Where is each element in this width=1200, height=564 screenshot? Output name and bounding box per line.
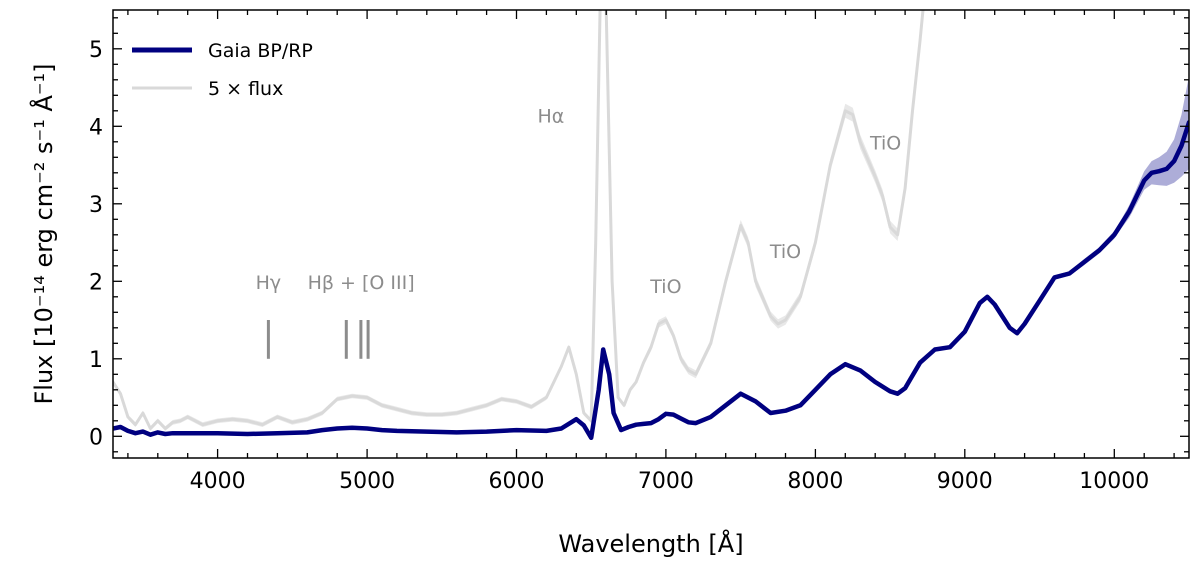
annotation-layer: Hγ Hβ + [O III] Hα TiO TiO TiO — [256, 105, 902, 298]
annotation-tio-4: TiO — [769, 241, 801, 263]
legend-label-5x: 5 × flux — [208, 78, 283, 100]
annotation-tio-3: TiO — [649, 276, 681, 298]
axis-ticks — [113, 10, 1189, 458]
y-tick-label-2: 2 — [89, 270, 103, 295]
y-tick-label-3: 3 — [89, 193, 103, 218]
legend: Gaia BP/RP 5 × flux — [132, 40, 313, 100]
y-tick-label-5: 5 — [89, 38, 103, 63]
x-tick-label-5000: 5000 — [339, 469, 395, 494]
annotation-h-0: Hγ — [256, 272, 282, 294]
y-tick-label-1: 1 — [89, 348, 103, 373]
annotation-tio-5: TiO — [869, 133, 901, 155]
x-tick-label-8000: 8000 — [787, 469, 843, 494]
x-tick-label-10000: 10000 — [1079, 469, 1149, 494]
y-axis-label: Flux [10⁻¹⁴ erg cm⁻² s⁻¹ Å⁻¹] — [29, 63, 58, 404]
x-tick-label-6000: 6000 — [489, 469, 545, 494]
series-line-5-flux — [113, 10, 925, 430]
y-tick-label-0: 0 — [89, 425, 103, 450]
x-tick-labels: 4000 5000 6000 7000 8000 9000 10000 — [190, 469, 1150, 494]
series-band-5-flux — [113, 10, 923, 431]
x-axis-label: Wavelength [Å] — [558, 529, 743, 558]
x-tick-label-4000: 4000 — [190, 469, 246, 494]
line-marker-layer — [266, 320, 370, 359]
x-tick-label-7000: 7000 — [638, 469, 694, 494]
series-layer — [113, 10, 1189, 441]
plot-frame — [112, 9, 1190, 459]
x-tick-label-9000: 9000 — [937, 469, 993, 494]
series-band-gaia-bp-rp — [113, 75, 1189, 439]
annotation-h-2: Hα — [537, 105, 564, 127]
annotation-h-o-iii-1: Hβ + [O III] — [308, 272, 415, 294]
y-tick-labels: 0 1 2 3 4 5 — [89, 38, 103, 450]
legend-label-gaia: Gaia BP/RP — [208, 40, 313, 62]
series-line-gaia-bp-rp — [113, 120, 1189, 441]
y-tick-label-4: 4 — [89, 115, 103, 140]
